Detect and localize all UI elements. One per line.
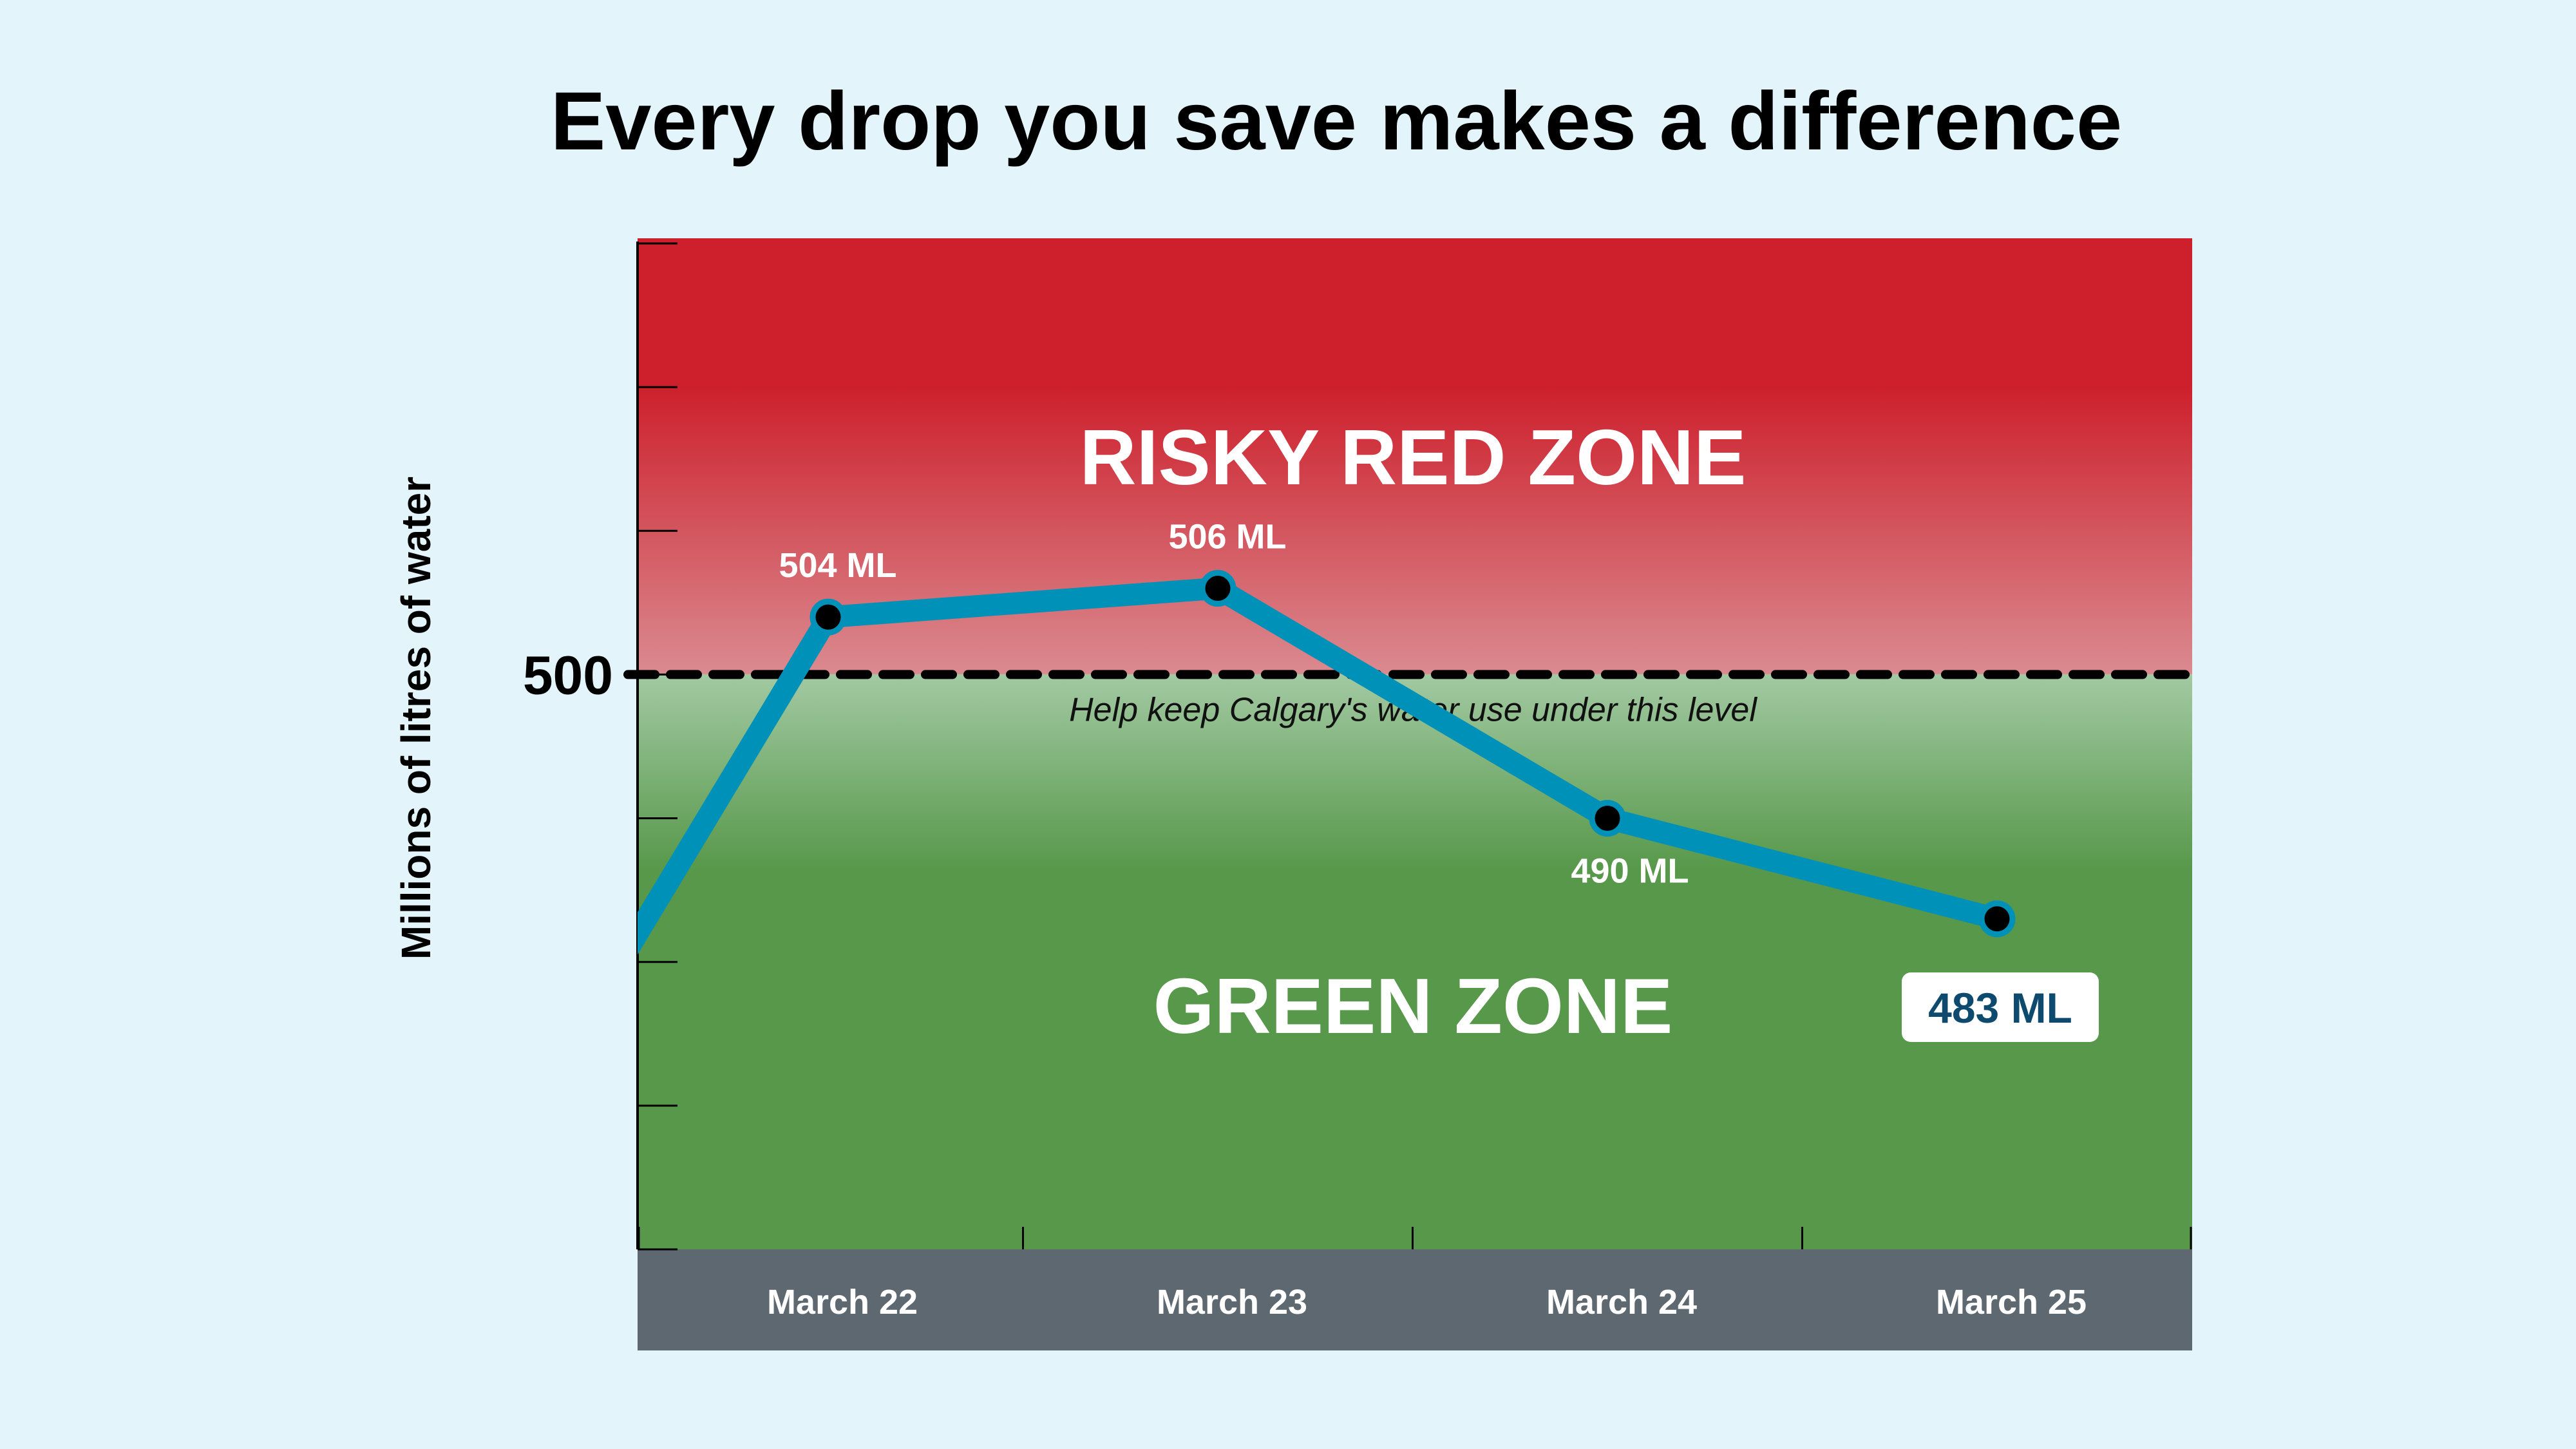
data-label: 504 ML [779,546,896,585]
data-point [810,598,847,636]
data-point [1199,570,1236,607]
data-point [1978,900,2016,938]
red-zone-label: RISKY RED ZONE [1080,413,1747,501]
data-label-latest: 483 ML [1928,984,2072,1032]
plot-zone-background [638,238,2192,1249]
y-tick-label-500: 500 [523,645,613,705]
data-label: 490 ML [1571,852,1689,891]
x-tick-label: March 22 [767,1283,918,1321]
x-tick-label: March 24 [1546,1283,1697,1321]
chart-title: Every drop you save makes a difference [551,75,2122,167]
x-ticks [638,1227,2192,1249]
x-tick-label: March 25 [1936,1283,2087,1321]
data-point [1589,800,1626,837]
y-axis-label: Millions of litres of water [393,477,439,960]
highlight-label-box [1902,972,2099,1042]
data-label: 506 ML [1168,518,1286,556]
green-zone-label: GREEN ZONE [1153,962,1673,1050]
x-tick-label: March 23 [1157,1283,1307,1321]
x-axis-bar [638,1249,2192,1350]
